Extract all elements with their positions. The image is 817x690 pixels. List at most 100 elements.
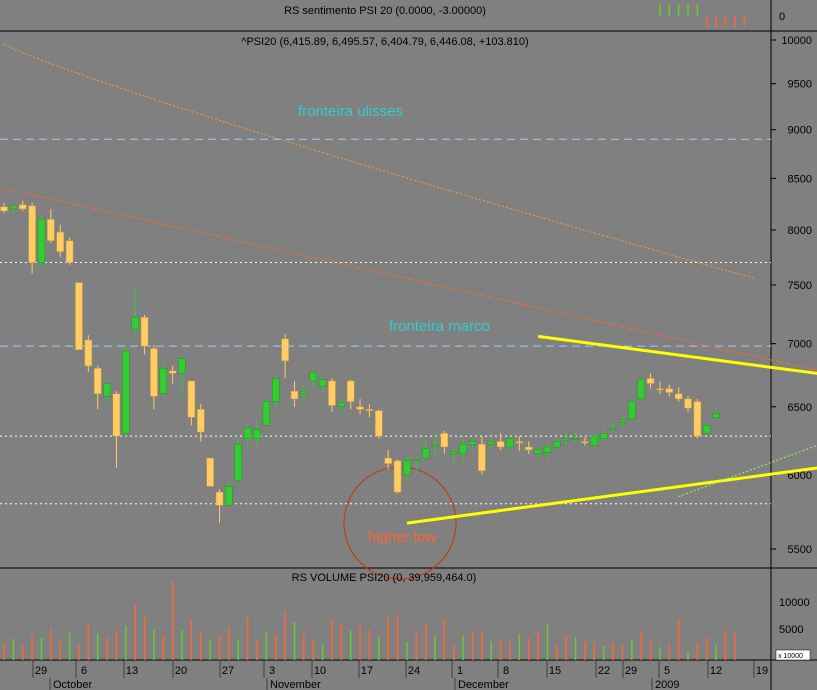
x-month-label: November [270,679,321,690]
candle-body [356,406,364,410]
moving-average [3,43,754,279]
volume-tick-10000: 10000 [779,597,810,609]
candle-body [28,205,36,263]
candle-body [365,409,374,411]
candle-body [375,410,383,437]
candle-body [18,204,27,210]
candle-body [618,419,627,423]
candle-body [487,441,495,445]
x-month-label: December [458,679,509,690]
candle-body [187,380,196,418]
candle-body [599,433,608,440]
candle-body [93,368,102,395]
sentiment-bars [659,4,745,27]
x-day-label: 12 [710,665,722,677]
candle-body [140,317,149,347]
candle-body [328,380,336,406]
x-day-label: 20 [175,665,187,677]
x-day-label: 27 [222,665,234,677]
candle-body [300,390,308,395]
candle-body [243,427,252,440]
price-tick-label: 8500 [788,173,812,185]
candle-body [262,401,271,426]
candle-body [496,441,505,448]
volume-bars [3,580,736,660]
candle-body [506,438,514,448]
candle-body [412,459,421,462]
candle-body [253,429,261,440]
moving-average-line [3,43,754,279]
candle-body [581,441,589,444]
x-day-label: 15 [549,665,561,677]
price-title: ^PSI20 (6,415.89, 6,495.57, 6,404.79, 6,… [241,36,528,48]
candle-body [178,358,186,374]
horizontal-levels [0,138,771,505]
candle-body [431,445,439,448]
sentiment-axis-zero: 0 [779,11,785,23]
volume-title: RS VOLUME PSI20 (0, 39,959,464.0) [292,572,477,584]
candle-body [75,282,83,351]
candle-body [609,427,617,430]
price-tick-label: 5500 [788,544,812,556]
price-tick-label: 8000 [788,225,812,237]
x-day-label: 1 [457,665,463,677]
x-day-label: 10 [314,665,326,677]
x-day-label: 3 [269,665,275,677]
candle-body [225,486,233,506]
candle-body [665,388,674,393]
candle-body [656,388,664,391]
candle-body [65,240,74,263]
x-month-label: 2009 [655,679,679,690]
candle-body [646,378,655,384]
candle-body [637,379,645,400]
candle-body [590,435,599,446]
candle-body [524,446,533,451]
candle-body [459,444,467,455]
price-tick-label: 9500 [788,79,812,91]
x-day-label: 17 [361,665,373,677]
candle-body [103,383,111,397]
candle-body [150,348,158,397]
candle-body [0,206,8,212]
candle-body [562,438,570,441]
candles [0,200,720,524]
x-day-label: 6 [81,665,87,677]
candle-body [346,380,355,402]
candle-body [159,368,168,395]
trendline-red-dashed [3,187,817,371]
price-tick-label: 9000 [788,125,812,137]
candle-body [281,338,289,362]
trendlines [3,187,817,525]
candle-body [112,393,121,437]
candle-body [440,433,449,448]
candle-body [693,401,702,437]
x-day-label: 29 [35,665,47,677]
candle-body [37,219,46,263]
candle-body [234,444,242,481]
price-tick-label: 6000 [788,470,812,482]
candle-body [168,370,177,374]
x-axis-labels: 29 6 13 20 27 3 10 17 24 1 8 15 22 29 5 12 19 October Nove… [32,660,768,690]
candle-body [712,413,720,419]
candle-body [197,409,205,433]
sentiment-title: RS sentimento PSI 20 (0.0000, -3.00000) [284,5,486,17]
candle-body [684,398,692,409]
x-day-label: 5 [664,665,670,677]
candle-body [84,339,93,367]
price-axis-ticks: 10000 9500 9000 8500 8000 7500 7000 6500 6000 550… [771,35,812,556]
x-month-label: October [53,679,92,690]
candle-body [318,379,327,387]
candle-body [628,401,636,419]
candle-body [206,457,214,487]
candle-body [403,460,411,476]
candle-body [703,425,711,434]
candle-body [468,441,477,445]
candle-body [450,450,458,455]
candle-body [421,448,430,459]
price-tick-label: 7000 [788,339,812,351]
candle-body [571,438,580,441]
price-tick-label: 6500 [788,402,812,414]
candle-body [309,371,317,382]
